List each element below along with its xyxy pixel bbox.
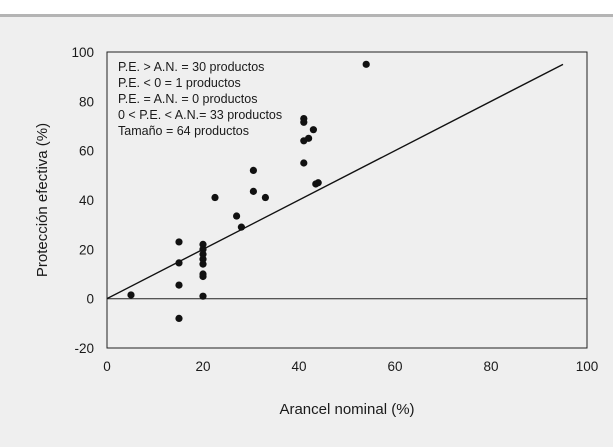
data-point xyxy=(199,292,207,300)
data-point xyxy=(309,126,317,134)
x-tick-label: 60 xyxy=(387,359,402,374)
x-tick-label: 100 xyxy=(576,359,599,374)
data-point xyxy=(175,238,183,246)
data-points xyxy=(127,60,370,322)
data-point xyxy=(305,134,313,142)
data-point xyxy=(237,223,245,231)
y-axis-ticks: 100 80 60 40 20 0 -20 xyxy=(71,45,94,356)
data-point xyxy=(199,240,207,248)
reference-line-group xyxy=(106,63,564,300)
x-axis-title: Arancel nominal (%) xyxy=(279,401,414,418)
data-point xyxy=(300,118,308,126)
annotation-line: P.E. < 0 = 1 productos xyxy=(118,76,241,90)
x-tick-label: 40 xyxy=(291,359,306,374)
data-point xyxy=(314,179,322,187)
data-point xyxy=(127,291,135,299)
x-tick-label: 80 xyxy=(483,359,498,374)
x-axis-ticks: 0 20 40 60 80 100 xyxy=(103,359,598,374)
chart-panel xyxy=(0,14,613,447)
data-point xyxy=(199,260,207,268)
y-tick-label: 100 xyxy=(71,45,94,60)
annotation-box: P.E. > A.N. = 30 productos P.E. < 0 = 1 p… xyxy=(118,60,282,138)
y-axis-title: Protección efectiva (%) xyxy=(34,123,51,277)
data-point xyxy=(261,193,269,202)
data-point xyxy=(300,159,308,167)
plot-area-frame xyxy=(106,51,588,349)
annotation-line: P.E. > A.N. = 30 productos xyxy=(118,60,264,74)
data-point xyxy=(249,187,257,195)
y-tick-label: 60 xyxy=(79,144,94,159)
y-tick-label: -20 xyxy=(74,341,94,356)
data-point xyxy=(175,281,183,289)
data-point xyxy=(233,212,241,220)
y-tick-label: 0 xyxy=(86,292,94,307)
data-point xyxy=(211,193,219,202)
data-point xyxy=(199,250,207,258)
data-point xyxy=(199,255,207,263)
x-tick-label: 20 xyxy=(195,359,210,374)
data-point xyxy=(199,245,207,253)
data-point xyxy=(362,60,370,68)
data-point xyxy=(175,259,183,267)
annotation-line: P.E. = A.N. = 0 productos xyxy=(118,92,257,106)
y-tick-label: 20 xyxy=(79,242,94,257)
reference-line xyxy=(106,63,564,300)
y-tick-label: 80 xyxy=(79,94,94,109)
data-point xyxy=(175,314,183,322)
y-tick-label: 40 xyxy=(79,193,94,208)
data-point xyxy=(249,166,257,174)
annotation-line: Tamaño = 64 productos xyxy=(118,124,249,138)
x-tick-label: 0 xyxy=(103,359,111,374)
annotation-line: 0 < P.E. < A.N.= 33 productos xyxy=(118,108,282,122)
data-point xyxy=(199,272,207,281)
